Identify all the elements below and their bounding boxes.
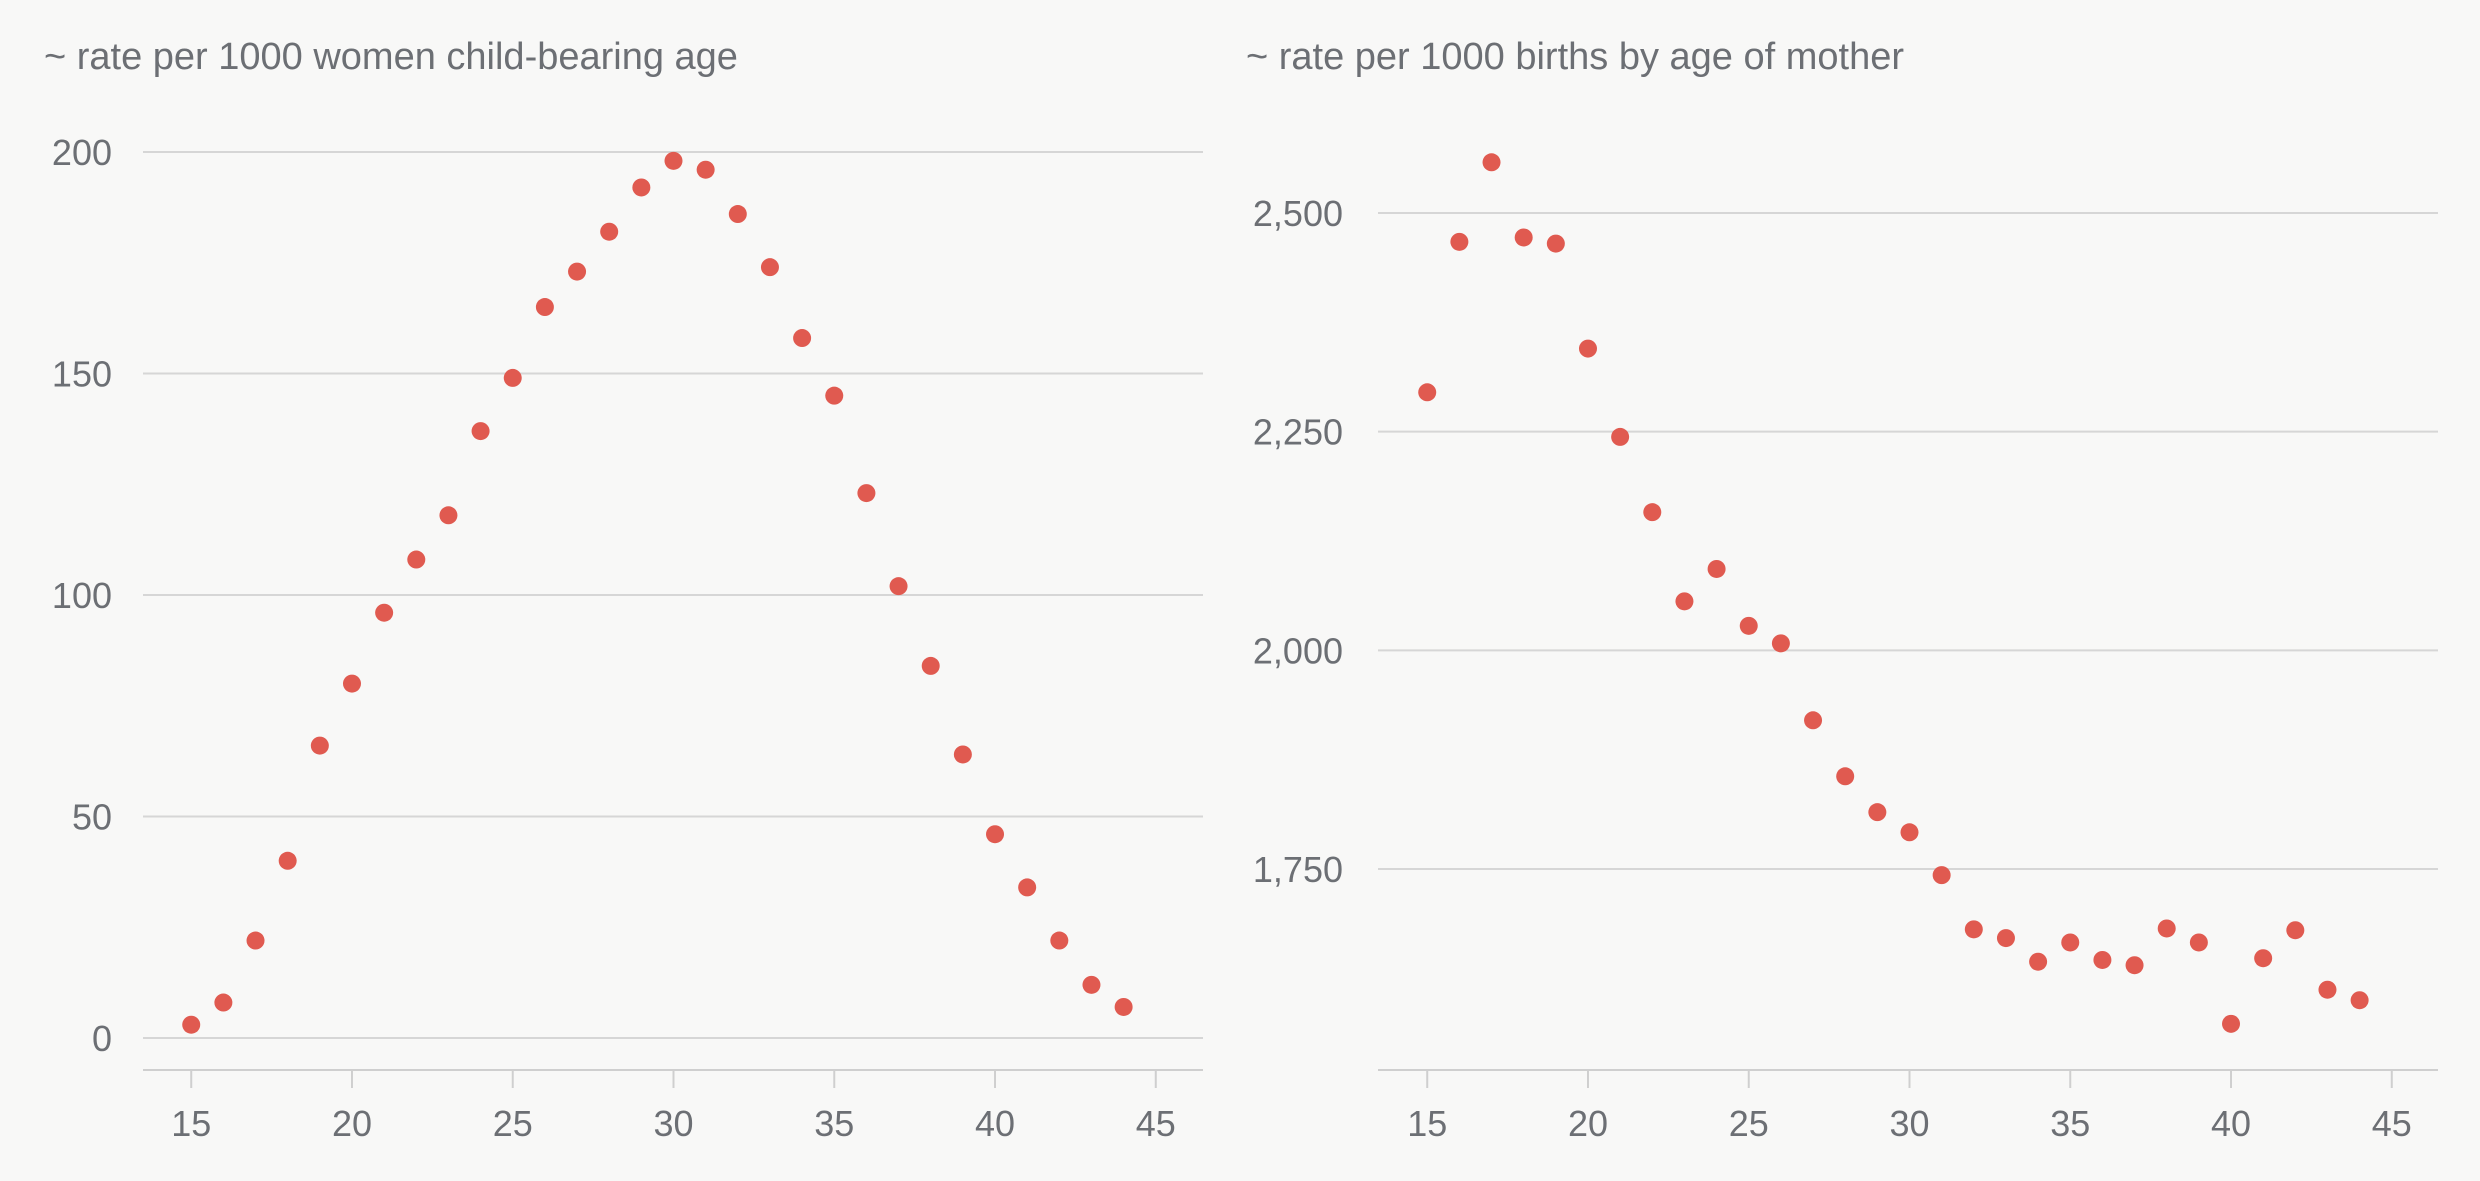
data-point bbox=[375, 603, 394, 622]
data-point bbox=[921, 656, 940, 675]
data-point bbox=[1482, 153, 1501, 172]
data-point bbox=[1114, 997, 1133, 1016]
y-tick-label: 1,750 bbox=[1253, 849, 1343, 890]
data-point bbox=[2222, 1014, 2241, 1033]
data-point bbox=[986, 825, 1005, 844]
data-point bbox=[1643, 503, 1662, 522]
data-point bbox=[1932, 866, 1951, 885]
x-tick-label: 45 bbox=[1136, 1103, 1176, 1144]
y-tick-label: 100 bbox=[52, 575, 112, 616]
data-point bbox=[2189, 933, 2208, 952]
data-point bbox=[1050, 931, 1069, 950]
data-point bbox=[2125, 956, 2144, 975]
data-point bbox=[1836, 767, 1855, 786]
data-point bbox=[793, 329, 812, 348]
x-tick-label: 30 bbox=[653, 1103, 693, 1144]
data-point bbox=[1514, 228, 1533, 247]
data-point bbox=[1900, 823, 1919, 842]
data-point bbox=[2157, 919, 2176, 938]
data-point bbox=[1996, 929, 2015, 948]
y-tick-label: 150 bbox=[52, 354, 112, 395]
x-tick-label: 25 bbox=[493, 1103, 533, 1144]
chart-title: ~ rate per 1000 women child-bearing age bbox=[44, 36, 738, 78]
data-point bbox=[278, 851, 297, 870]
data-point bbox=[2029, 952, 2048, 971]
y-tick-label: 2,250 bbox=[1253, 412, 1343, 453]
y-tick-label: 200 bbox=[52, 132, 112, 173]
y-tick-label: 2,000 bbox=[1253, 630, 1343, 671]
x-tick-label: 40 bbox=[2211, 1103, 2251, 1144]
data-point bbox=[214, 993, 233, 1012]
data-point bbox=[1675, 592, 1694, 611]
data-point bbox=[696, 160, 715, 179]
y-tick-label: 50 bbox=[72, 797, 112, 838]
data-point bbox=[632, 178, 651, 197]
data-point bbox=[1578, 339, 1597, 358]
data-point bbox=[1739, 616, 1758, 635]
data-point bbox=[2318, 980, 2337, 999]
data-point bbox=[310, 736, 329, 755]
data-point bbox=[471, 422, 490, 441]
data-point bbox=[1868, 803, 1887, 822]
chart-title: ~ rate per 1000 births by age of mother bbox=[1246, 36, 1904, 78]
data-point bbox=[568, 262, 587, 281]
data-point bbox=[2061, 933, 2080, 952]
data-point bbox=[1418, 383, 1437, 402]
x-tick-label: 20 bbox=[1568, 1103, 1608, 1144]
data-point bbox=[857, 484, 876, 503]
data-point bbox=[1771, 634, 1790, 653]
x-tick-label: 20 bbox=[332, 1103, 372, 1144]
data-point bbox=[664, 151, 683, 170]
x-tick-label: 40 bbox=[975, 1103, 1015, 1144]
x-tick-label: 45 bbox=[2372, 1103, 2412, 1144]
data-point bbox=[407, 550, 426, 569]
data-point bbox=[182, 1015, 201, 1034]
data-point bbox=[728, 205, 747, 224]
data-point bbox=[503, 368, 522, 387]
x-tick-label: 35 bbox=[814, 1103, 854, 1144]
data-point bbox=[889, 577, 908, 596]
data-point bbox=[2286, 921, 2305, 940]
data-point bbox=[439, 506, 458, 525]
x-tick-label: 25 bbox=[1729, 1103, 1769, 1144]
chart-women-rate: ~ rate per 1000 women child-bearing age … bbox=[44, 36, 1203, 1144]
data-point bbox=[1707, 559, 1726, 578]
data-point bbox=[1082, 975, 1101, 994]
data-point bbox=[1804, 711, 1823, 730]
data-point bbox=[2350, 991, 2369, 1010]
data-point bbox=[600, 222, 619, 241]
data-point bbox=[1546, 234, 1565, 253]
data-point bbox=[953, 745, 972, 764]
data-point bbox=[1611, 427, 1630, 446]
x-tick-label: 15 bbox=[1407, 1103, 1447, 1144]
x-tick-label: 30 bbox=[1889, 1103, 1929, 1144]
y-tick-label: 2,500 bbox=[1253, 193, 1343, 234]
y-tick-label: 0 bbox=[92, 1018, 112, 1059]
data-point bbox=[1964, 920, 1983, 939]
data-point bbox=[535, 298, 554, 317]
data-point bbox=[825, 386, 844, 405]
data-point bbox=[1018, 878, 1037, 897]
x-tick-label: 15 bbox=[171, 1103, 211, 1144]
data-point bbox=[1450, 232, 1469, 251]
x-tick-label: 35 bbox=[2050, 1103, 2090, 1144]
data-point bbox=[246, 931, 265, 950]
data-point bbox=[2254, 949, 2273, 968]
chart-births-rate: ~ rate per 1000 births by age of mother … bbox=[1246, 36, 2438, 1144]
data-point bbox=[2093, 950, 2112, 969]
data-point bbox=[342, 674, 361, 693]
data-point bbox=[760, 258, 779, 277]
